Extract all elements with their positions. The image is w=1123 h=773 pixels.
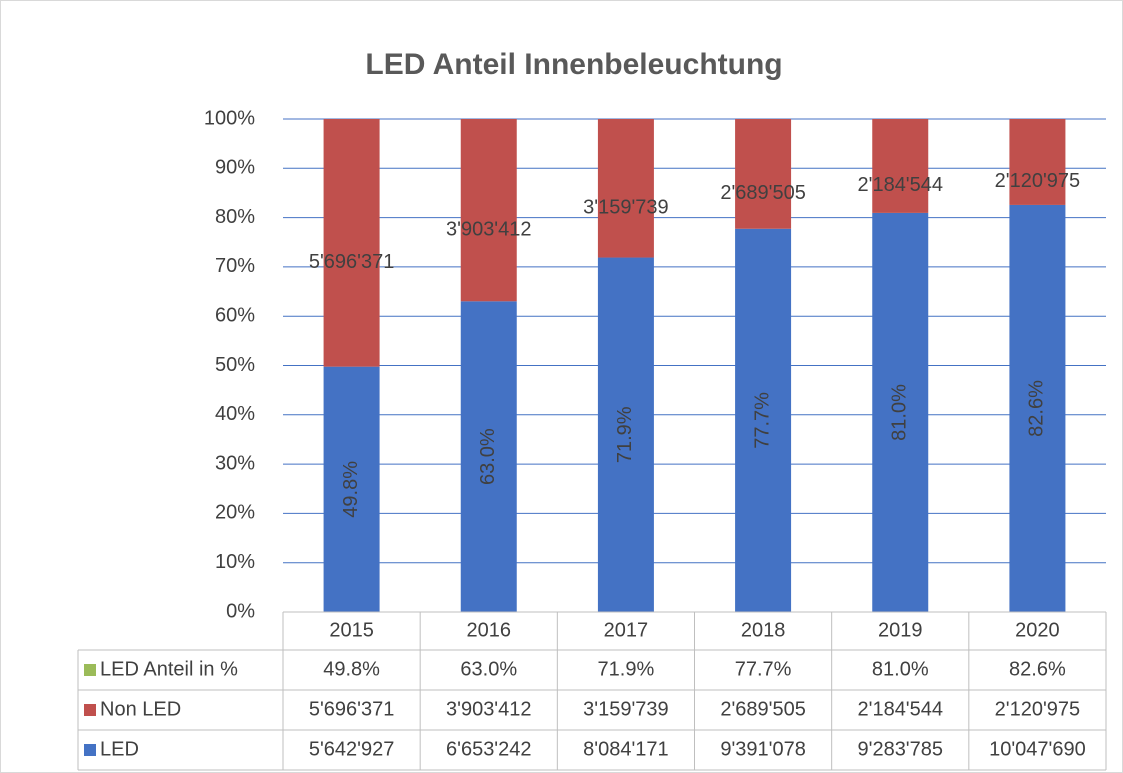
table-value: 63.0% [460,658,517,680]
legend-swatch [84,664,96,676]
table-value: 9'283'785 [858,738,944,760]
bar-segment [872,212,929,613]
table-value: 82.6% [1009,658,1066,680]
table-value: 2'120'975 [995,698,1081,720]
y-tick-label: 10% [215,551,255,573]
y-tick-label: 20% [215,502,255,524]
chart-title: LED Anteil Innenbeleuchtung [365,48,782,81]
y-tick-label: 80% [215,206,255,228]
table-value: 77.7% [735,658,792,680]
x-tick-label: 2017 [604,619,649,641]
y-tick-label: 30% [215,452,255,474]
data-label: 49.8% [340,461,362,518]
bar-segment [735,119,792,229]
data-label: 3'903'412 [446,218,532,240]
table-value: 5'642'927 [309,738,395,760]
data-label: 81.0% [889,384,911,441]
data-label: 5'696'371 [309,251,395,273]
bar-segment [1009,119,1066,205]
data-label: 77.7% [751,392,773,449]
legend-label: LED [100,738,139,760]
y-tick-label: 70% [215,255,255,277]
bar-segment [460,301,517,612]
bar-segment [597,257,654,612]
legend-label: LED Anteil in % [100,658,238,680]
bar-segment [735,228,792,613]
y-tick-label: 100% [204,107,255,129]
x-tick-label: 2018 [741,619,786,641]
data-label: 63.0% [477,428,499,485]
table-value: 5'696'371 [309,698,395,720]
table-value: 71.9% [598,658,655,680]
y-tick-label: 40% [215,403,255,425]
table-value: 49.8% [323,658,380,680]
table-value: 2'184'544 [858,698,944,720]
x-tick-label: 2020 [1015,619,1060,641]
y-tick-label: 50% [215,354,255,376]
table-value: 81.0% [872,658,929,680]
bar-segment [872,119,929,213]
x-tick-label: 2019 [878,619,923,641]
bar-segment [597,119,654,258]
data-label: 71.9% [614,406,636,463]
data-label: 2'184'544 [858,174,944,196]
bar-segment [1009,204,1066,612]
table-value: 10'047'690 [989,738,1086,760]
y-tick-label: 60% [215,304,255,326]
table-value: 9'391'078 [720,738,806,760]
data-label: 3'159'739 [583,197,669,219]
data-label: 82.6% [1026,380,1048,437]
bar-segment [323,119,380,367]
table-value: 3'903'412 [446,698,532,720]
legend-label: Non LED [100,698,181,720]
data-label: 2'120'975 [995,170,1081,192]
table-value: 2'689'505 [720,698,806,720]
bar-segment [460,119,517,302]
table-value: 8'084'171 [583,738,669,760]
legend-swatch [84,704,96,716]
x-tick-label: 2015 [329,619,374,641]
bar-segment [323,366,380,612]
x-tick-label: 2016 [467,619,512,641]
table-value: 6'653'242 [446,738,532,760]
y-tick-label: 90% [215,157,255,179]
y-tick-label: 0% [226,600,255,622]
data-label: 2'689'505 [720,182,806,204]
legend-swatch [84,744,96,756]
table-value: 3'159'739 [583,698,669,720]
